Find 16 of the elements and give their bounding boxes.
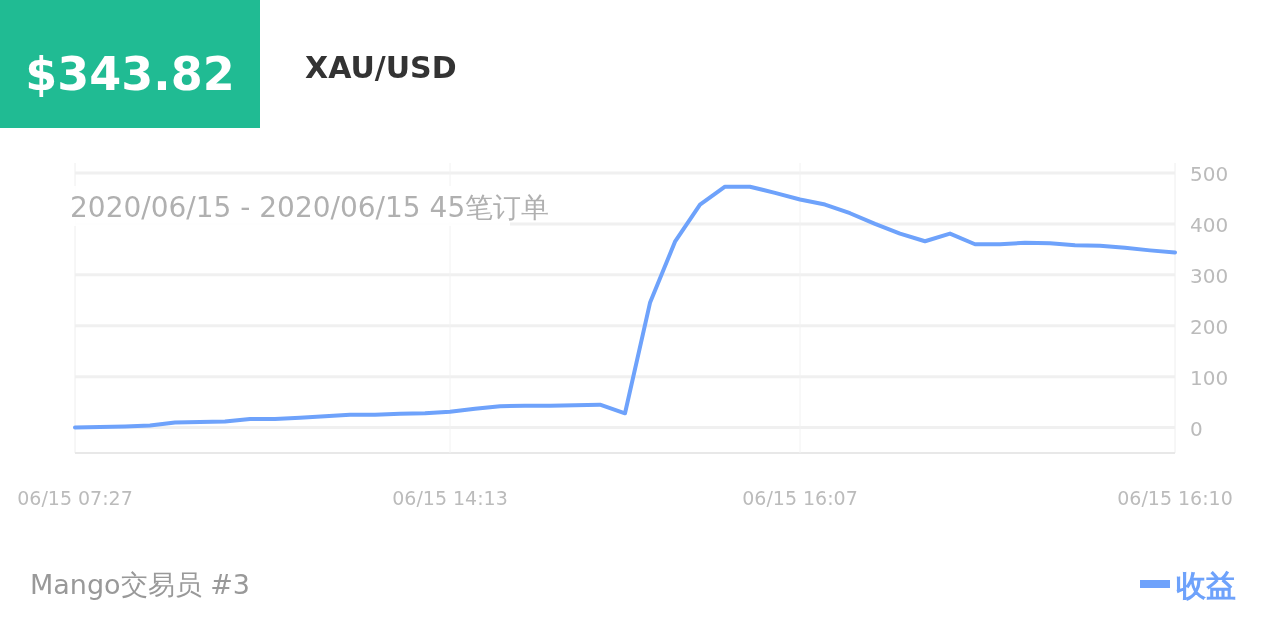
x-tick-label: 06/15 16:10: [1117, 487, 1233, 509]
y-tick-label: 100: [1190, 365, 1229, 390]
y-tick-label: 0: [1190, 416, 1203, 441]
y-tick-label: 500: [1190, 162, 1229, 186]
y-tick-label: 200: [1190, 314, 1229, 339]
text: Mango交易员 #3: [30, 569, 250, 600]
chart-title: $343.82: [25, 47, 235, 101]
chart-subtitle: XAU/USD: [305, 50, 457, 85]
x-tick-label: 06/15 07:27: [17, 487, 133, 509]
legend-label: 收益: [1176, 568, 1236, 603]
x-tick-label: 06/15 14:13: [392, 487, 508, 509]
annotation: 2020/06/15 - 2020/06/15 45笔订单: [70, 191, 550, 224]
x-tick-label: 06/15 16:07: [742, 487, 858, 509]
line-series: [73, 184, 1177, 430]
y-tick-label: 300: [1190, 263, 1229, 288]
y-tick-label: 400: [1190, 212, 1229, 237]
